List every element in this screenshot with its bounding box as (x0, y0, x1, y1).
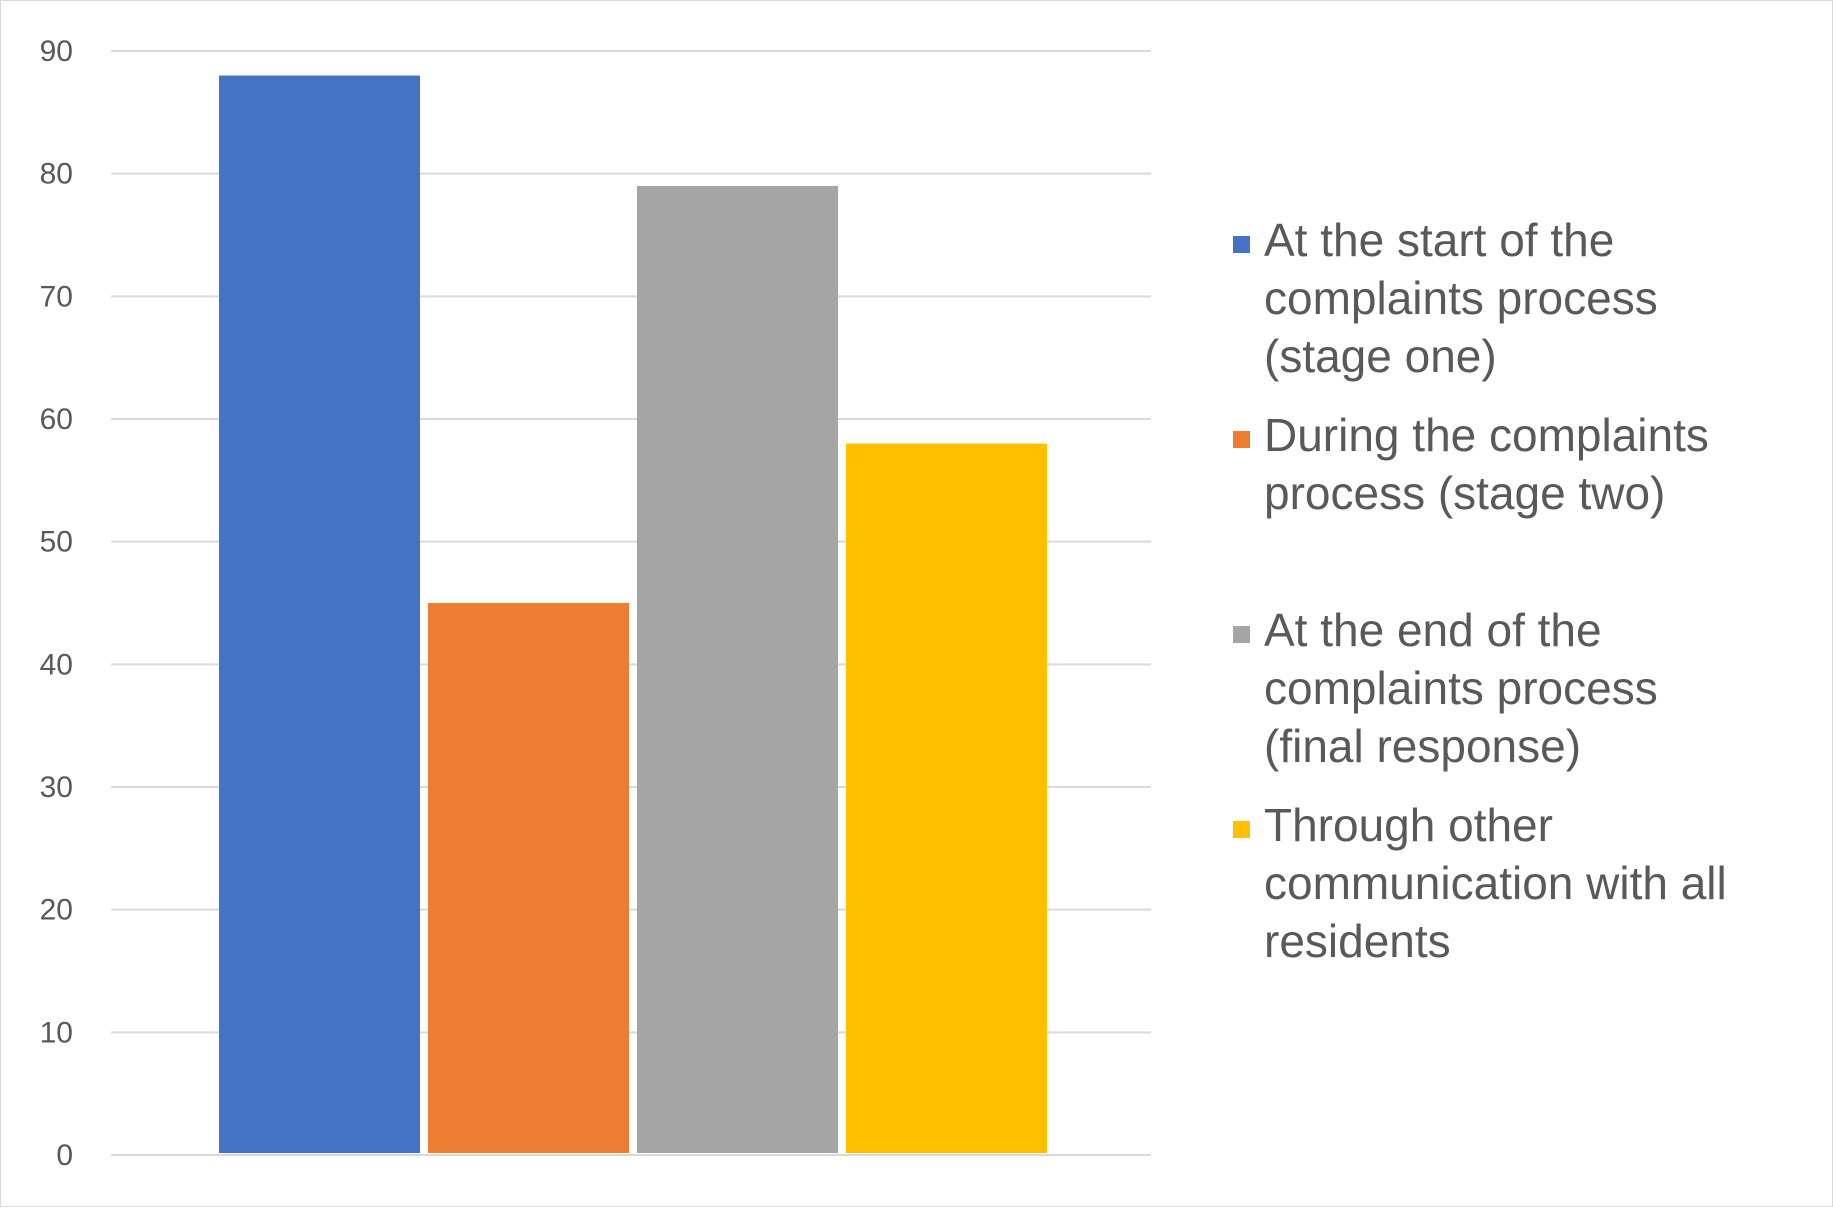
y-tick-label: 70 (40, 280, 73, 313)
legend-swatch (1233, 626, 1250, 643)
legend-item: Through other communication with all resid… (1233, 799, 1727, 967)
legend-label: (final response) (1264, 720, 1581, 772)
y-tick-label: 90 (40, 35, 73, 68)
y-tick-label: 20 (40, 894, 73, 927)
y-tick-label: 80 (40, 158, 73, 191)
legend-label: (stage one) (1264, 330, 1497, 382)
bars (219, 75, 1047, 1154)
y-tick-label: 60 (40, 403, 73, 436)
legend-label: residents (1264, 915, 1451, 967)
y-tick-label: 0 (56, 1139, 73, 1172)
legend-swatch (1233, 431, 1250, 448)
legend-item: At the start of the complaints process (st… (1233, 214, 1658, 382)
legend-label: At the end of the (1264, 604, 1602, 656)
legend-label: complaints process (1264, 272, 1658, 324)
y-tick-label: 30 (40, 771, 73, 804)
y-tick-label: 10 (40, 1016, 73, 1049)
legend-label: process (stage two) (1264, 467, 1665, 519)
legend-item: During the complaints process (stage two) (1233, 409, 1709, 519)
bar (846, 443, 1047, 1153)
legend-label: communication with all (1264, 857, 1727, 909)
legend-swatch (1233, 236, 1250, 253)
legend-swatch (1233, 821, 1250, 838)
y-axis-tick-labels: 0 10 20 30 40 50 60 70 80 90 (40, 35, 73, 1172)
y-tick-label: 50 (40, 526, 73, 559)
bar (428, 603, 629, 1153)
y-tick-label: 40 (40, 648, 73, 681)
bar (637, 185, 838, 1153)
bar (219, 75, 420, 1154)
legend: At the start of the complaints process (st… (1233, 214, 1727, 967)
legend-item: At the end of the complaints process (fina… (1233, 604, 1658, 772)
legend-label: complaints process (1264, 662, 1658, 714)
legend-label: Through other (1264, 799, 1553, 851)
legend-label: At the start of the (1264, 214, 1614, 266)
legend-label: During the complaints (1264, 409, 1709, 461)
